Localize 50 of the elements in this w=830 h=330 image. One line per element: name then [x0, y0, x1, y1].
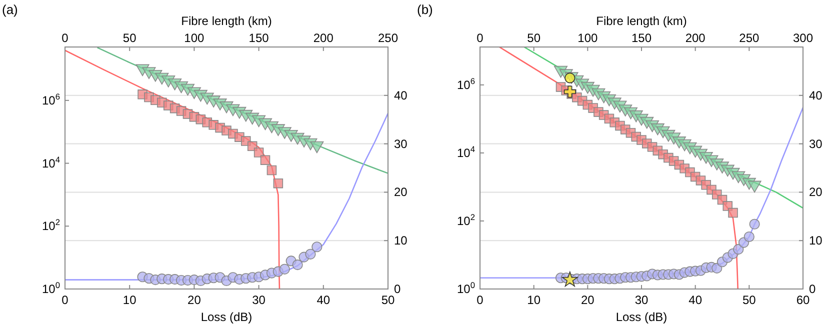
x-tick-label: 50	[742, 293, 756, 307]
y-tick-label: 10$^{4}$	[42, 154, 60, 170]
x2-tick-label: 250	[739, 31, 760, 45]
y2-tick-label: 40	[809, 88, 823, 102]
x-tick-label: 20	[188, 293, 202, 307]
x-axis-title: Loss (dB)	[616, 310, 668, 324]
y-tick-label: 10$^{2}$	[42, 217, 60, 234]
x-tick-label: 40	[316, 293, 330, 307]
x2-tick-label: 100	[578, 31, 598, 45]
y-tick-label: 10$^{0}$	[456, 280, 476, 296]
y2-tick-label: 0	[394, 282, 401, 296]
y2-tick-label: 30	[809, 136, 823, 151]
x2-tick-label: 150	[248, 31, 270, 45]
y2-tick-label: 10	[809, 234, 823, 248]
x2-tick-label: 200	[313, 31, 334, 45]
y2-tick-label: 10	[394, 234, 408, 248]
x2-tick-label: 0	[62, 31, 69, 45]
x-tick-label: 30	[252, 293, 266, 307]
x-tick-label: 30	[634, 293, 648, 307]
y2-tick-label: 40	[394, 88, 408, 102]
x-axis-title: Loss (dB)	[200, 310, 252, 324]
x2-tick-label: 300	[792, 31, 814, 45]
x-tick-label: 10	[122, 293, 137, 307]
x-tick-label: 40	[688, 293, 702, 307]
y2-tick-label: 30	[394, 136, 408, 151]
x2-tick-label: 250	[378, 31, 398, 45]
y2-tick-label: 20	[394, 185, 408, 200]
x2-tick-label: 150	[631, 31, 652, 45]
x-tick-label: 0	[62, 293, 69, 307]
y-tick-label: 10$^{4}$	[456, 144, 476, 160]
y2-tick-label: 0	[809, 282, 816, 296]
x2-tick-label: 50	[527, 31, 541, 45]
x2-axis-title: Fibre length (km)	[181, 14, 272, 28]
x2-axis-title: Fibre length (km)	[596, 14, 687, 28]
chart-title: (a)	[2, 2, 18, 17]
y-tick-label: 10$^{6}$	[42, 91, 60, 108]
x-tick-label: 0	[476, 293, 484, 307]
x2-tick-label: 50	[122, 31, 137, 45]
y2-tick-label: 20	[809, 185, 823, 200]
x2-tick-label: 0	[476, 31, 484, 45]
y-tick-label: 10$^{6}$	[456, 76, 476, 92]
y-tick-label: 10$^{0}$	[42, 280, 60, 296]
x-tick-label: 20	[580, 293, 595, 307]
x-tick-label: 10	[527, 293, 541, 307]
chart-title: (b)	[417, 2, 433, 17]
y-tick-label: 10$^{2}$	[456, 212, 476, 228]
x-tick-label: 60	[796, 293, 810, 307]
x-tick-label: 50	[381, 293, 395, 307]
x2-tick-label: 200	[685, 31, 706, 45]
x2-tick-label: 100	[184, 31, 205, 45]
